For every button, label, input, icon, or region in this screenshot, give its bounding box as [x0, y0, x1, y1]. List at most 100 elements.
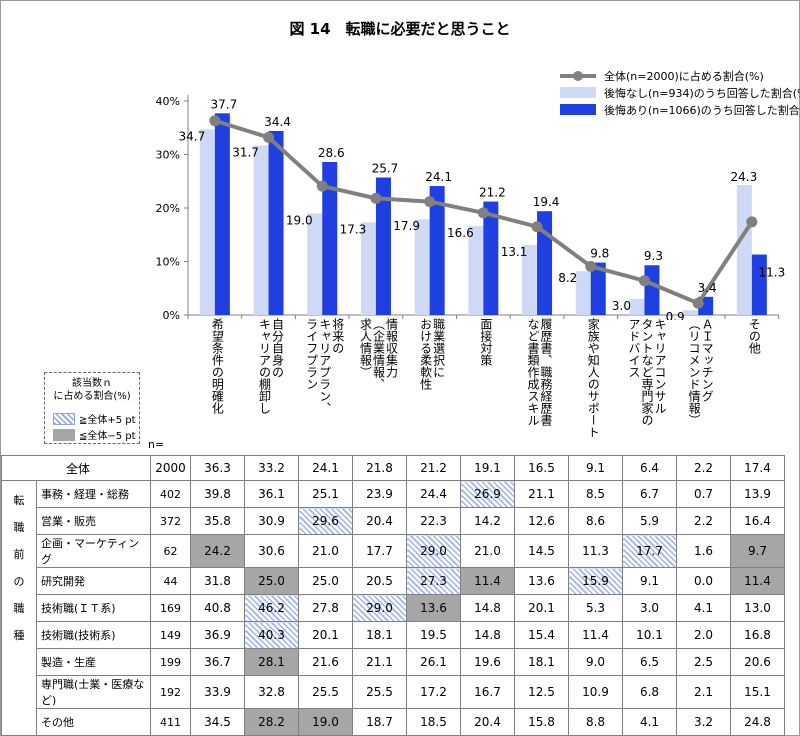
cell-value: 0.7 [676, 480, 731, 508]
cell-value: 16.7 [460, 675, 515, 709]
cell-value: 14.8 [460, 594, 515, 622]
bar-no-regret [253, 145, 269, 315]
data-label-regret: 3.4 [698, 281, 717, 295]
n-label: n= [148, 438, 165, 451]
row-n: 411 [150, 708, 191, 736]
cell-value: 18.5 [406, 708, 461, 736]
table-row: 技術職(技術系) 149 36.9 40.3 20.1 18.1 19.5 14.8 15.4 1… [2, 621, 785, 649]
row-label: 事務・経理・総務 [36, 480, 151, 508]
total-value: 36.3 [190, 455, 245, 481]
total-value: 16.5 [514, 455, 569, 481]
cell-value: 14.5 [514, 534, 569, 568]
cell-value: 19.6 [460, 648, 515, 676]
category-label: 面接対策 [478, 318, 493, 366]
cell-value: 9.7 [730, 534, 785, 568]
category-label: 職業選択に おける柔軟性 [418, 318, 446, 390]
cell-value: 3.0 [622, 594, 677, 622]
cell-value: 14.2 [460, 507, 515, 535]
cell-value: 11.4 [730, 567, 785, 595]
cell-value: 21.6 [298, 648, 353, 676]
cell-value: 29.0 [406, 534, 461, 568]
data-label-no-regret: 3.0 [612, 299, 631, 313]
row-label: 研究開発 [36, 567, 151, 595]
cell-value: 39.8 [190, 480, 245, 508]
cell-value: 19.0 [298, 708, 353, 736]
total-value: 19.1 [460, 455, 515, 481]
cell-value: 11.3 [568, 534, 623, 568]
data-label-regret: 21.2 [479, 186, 506, 200]
y-tick-label: 30% [156, 149, 180, 162]
cell-value: 11.4 [568, 621, 623, 649]
cell-value: 24.4 [406, 480, 461, 508]
cell-value: 33.9 [190, 675, 245, 709]
data-label-no-regret: 34.7 [178, 129, 205, 143]
bar-no-regret [522, 244, 538, 315]
cell-value: 20.5 [352, 567, 407, 595]
cell-value: 13.9 [730, 480, 785, 508]
cell-value: 1.6 [676, 534, 731, 568]
total-value: 33.2 [244, 455, 299, 481]
legend-hatch-row: ≧全体+5 pt [53, 411, 136, 426]
data-label-no-regret: 17.3 [340, 222, 367, 236]
row-label: 製造・生産 [36, 648, 151, 676]
row-label: その他 [36, 708, 151, 736]
data-label-no-regret: 16.6 [447, 226, 474, 240]
cell-value: 30.6 [244, 534, 299, 568]
data-label-regret: 34.4 [264, 115, 291, 129]
cell-value: 26.9 [460, 480, 515, 508]
cell-value: 21.1 [514, 480, 569, 508]
cell-value: 5.9 [622, 507, 677, 535]
data-label-regret: 24.1 [425, 170, 452, 184]
cell-value: 25.0 [298, 567, 353, 595]
row-n: 192 [150, 675, 191, 709]
bar-no-regret [683, 310, 699, 315]
overall-point [477, 207, 489, 219]
data-label-no-regret: 0.9 [666, 310, 685, 320]
cell-value: 36.1 [244, 480, 299, 508]
cell-value: 28.1 [244, 648, 299, 676]
row-n: 372 [150, 507, 191, 535]
row-n: 402 [150, 480, 191, 508]
bar-no-regret [307, 213, 323, 315]
legend-box-title-line1: 該当数ｎ [72, 378, 112, 389]
category-label: 情報収集力 （企業情報、 求人情報） [358, 318, 399, 390]
cell-value: 23.9 [352, 480, 407, 508]
data-label-regret: 9.3 [644, 249, 663, 263]
category-label: ＡＩマッチング （リコメンド情報） [687, 318, 715, 426]
table-row: 企画・マーケティング 62 24.2 30.6 21.0 17.7 29.0 21.0 14.5… [2, 534, 785, 568]
category-label: キャリアコンサル タントなど専門家の アドバイス [626, 318, 667, 426]
cell-value: 15.1 [730, 675, 785, 709]
cell-value: 25.5 [352, 675, 407, 709]
category-label: 家族や知人のサポート [586, 318, 601, 438]
overall-point [585, 260, 597, 272]
overall-point [316, 180, 328, 192]
legend-line-marker [573, 71, 583, 81]
cell-value: 13.6 [406, 594, 461, 622]
cell-value: 34.5 [190, 708, 245, 736]
legend-hatch-label: ≧全体+5 pt [79, 415, 136, 426]
cell-value: 17.2 [406, 675, 461, 709]
table-row-total: 全体 2000 36.3 33.2 24.1 21.8 21.2 19.1 16.5 9.1 6.4… [1, 455, 785, 481]
cell-value: 3.2 [676, 708, 731, 736]
row-n: 169 [150, 594, 191, 622]
total-value: 2.2 [676, 455, 731, 481]
cell-value: 32.8 [244, 675, 299, 709]
row-n: 199 [150, 648, 191, 676]
cell-value: 27.8 [298, 594, 353, 622]
data-label-no-regret: 19.0 [286, 213, 313, 227]
chart-title: 図 14 転職に必要だと思うこと [289, 20, 511, 38]
cell-value: 15.9 [568, 567, 623, 595]
bar-regret [429, 186, 445, 315]
cell-value: 18.1 [514, 648, 569, 676]
data-label-no-regret: 8.2 [558, 271, 577, 285]
row-label: 技術職(ＩＴ系) [36, 594, 151, 622]
legend-box-title-line2: に占める割合(%) [53, 391, 131, 402]
data-label-regret: 28.6 [318, 146, 345, 160]
bar-no-regret [468, 226, 484, 315]
bar-regret [268, 130, 284, 315]
table-row: 技術職(ＩＴ系) 169 40.8 46.2 27.8 29.0 13.6 14.8 20.1 5… [2, 594, 785, 622]
data-label-regret: 19.4 [533, 195, 560, 209]
category-label: 将来の キャリアプラン、 ライフプラン [304, 318, 345, 414]
legend-gray-label: ≦全体−5 pt [79, 431, 136, 442]
total-value: 6.4 [622, 455, 677, 481]
